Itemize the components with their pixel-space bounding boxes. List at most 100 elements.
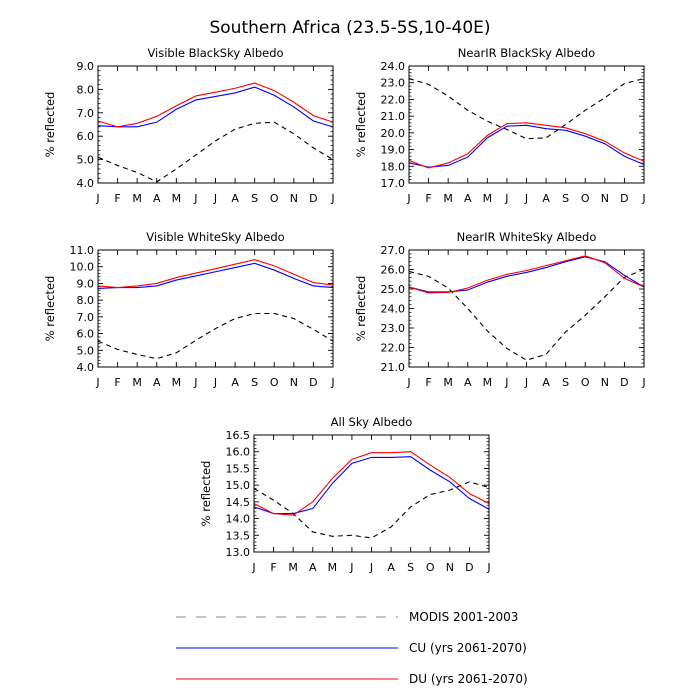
x-tick-label: S <box>251 192 258 205</box>
x-tick-label: M <box>483 192 493 205</box>
x-tick-label: M <box>288 561 298 574</box>
y-axis-label: % reflected <box>354 92 368 158</box>
series-line-modis <box>253 481 490 539</box>
y-tick-label: 4.0 <box>77 361 95 374</box>
chart-panel-4: NearIR WhiteSky Albedo % reflected 21.0 22.… <box>354 230 646 389</box>
x-tick-label: F <box>114 192 120 205</box>
series-line-modis <box>408 268 645 361</box>
x-tick-label: N <box>290 192 298 205</box>
x-tick-label: N <box>446 561 454 574</box>
x-tick-label: F <box>425 376 431 389</box>
y-tick-label: 9.0 <box>77 60 95 73</box>
x-tick-label: D <box>465 561 473 574</box>
x-tick-label: O <box>581 192 590 205</box>
x-tick-label: M <box>443 376 453 389</box>
x-tick-label: J <box>524 376 528 389</box>
y-axis-label: % reflected <box>199 461 213 527</box>
y-axis-label: % reflected <box>43 276 57 342</box>
chart-panel-2: NearIR BlackSky Albedo % reflected 17.0 18.… <box>354 46 646 205</box>
x-tick-label: J <box>406 192 410 205</box>
x-tick-label: J <box>641 376 645 389</box>
x-tick-label: J <box>213 192 217 205</box>
x-tick-label: J <box>330 376 334 389</box>
x-tick-label: O <box>581 376 590 389</box>
y-tick-label: 6.0 <box>77 328 95 341</box>
x-tick-label: F <box>425 192 431 205</box>
y-tick-label: 8.0 <box>77 83 95 96</box>
x-tick-label: J <box>193 192 197 205</box>
chart-panel-3: Visible WhiteSky Albedo % reflected 4.0 5.0… <box>43 230 335 389</box>
x-tick-label: J <box>369 561 373 574</box>
x-tick-label: M <box>172 376 182 389</box>
y-tick-label: 16.0 <box>226 446 251 459</box>
chart-title: Visible WhiteSky Albedo <box>146 230 284 244</box>
series-line-du <box>408 255 645 294</box>
y-tick-label: 15.5 <box>226 462 251 475</box>
series-line-cu <box>408 256 645 293</box>
series-line-cu <box>97 86 334 128</box>
y-tick-label: 27.0 <box>381 244 406 257</box>
chart-panel-1: Visible BlackSky Albedo % reflected 4.0 5.0… <box>43 46 335 205</box>
x-tick-label: J <box>524 192 528 205</box>
y-axis-label: % reflected <box>354 276 368 342</box>
legend-item: DU (yrs 2061-2070) <box>176 672 528 686</box>
x-tick-label: N <box>601 192 609 205</box>
y-tick-label: 15.0 <box>226 479 251 492</box>
x-tick-label: D <box>309 192 317 205</box>
y-tick-label: 16.5 <box>226 429 251 442</box>
y-tick-label: 24.0 <box>381 60 406 73</box>
y-tick-label: 23.0 <box>381 322 406 335</box>
series-line-modis <box>408 78 645 140</box>
y-tick-label: 5.0 <box>77 344 95 357</box>
chart-title: NearIR BlackSky Albedo <box>458 46 595 60</box>
y-tick-label: 22.0 <box>381 93 406 106</box>
plot-frame <box>408 249 645 368</box>
plot-frame <box>408 65 645 184</box>
x-tick-label: A <box>153 376 161 389</box>
x-tick-label: S <box>407 561 414 574</box>
x-tick-label: M <box>172 192 182 205</box>
x-tick-label: J <box>213 376 217 389</box>
y-tick-label: 13.0 <box>226 546 251 559</box>
y-tick-label: 7.0 <box>77 311 95 324</box>
x-tick-label: D <box>620 376 628 389</box>
y-tick-label: 26.0 <box>381 264 406 277</box>
y-tick-label: 19.0 <box>381 144 406 157</box>
series-line-cu <box>408 124 645 168</box>
series-line-du <box>408 122 645 169</box>
x-tick-label: J <box>95 376 99 389</box>
y-tick-label: 14.5 <box>226 496 251 509</box>
x-tick-label: J <box>95 192 99 205</box>
y-tick-label: 21.0 <box>381 110 406 123</box>
x-tick-label: J <box>193 376 197 389</box>
y-tick-label: 18.0 <box>381 160 406 173</box>
y-tick-label: 24.0 <box>381 303 406 316</box>
x-tick-label: O <box>270 192 279 205</box>
y-tick-label: 5.0 <box>77 154 95 167</box>
x-tick-label: A <box>153 192 161 205</box>
plot-frame <box>253 434 490 553</box>
x-tick-label: F <box>270 561 276 574</box>
legend-label: MODIS 2001-2003 <box>409 610 518 624</box>
y-axis-label: % reflected <box>43 92 57 158</box>
x-tick-label: J <box>641 192 645 205</box>
legend-label: DU (yrs 2061-2070) <box>409 672 528 686</box>
x-tick-label: A <box>387 561 395 574</box>
series-line-du <box>97 82 334 128</box>
chart-title: NearIR WhiteSky Albedo <box>457 230 597 244</box>
y-tick-label: 7.0 <box>77 107 95 120</box>
x-tick-label: M <box>483 376 493 389</box>
x-tick-label: D <box>309 376 317 389</box>
chart-title: Visible BlackSky Albedo <box>147 46 283 60</box>
x-tick-label: O <box>270 376 279 389</box>
y-tick-label: 21.0 <box>381 361 406 374</box>
x-tick-label: A <box>231 376 239 389</box>
series-line-modis <box>97 121 334 183</box>
x-tick-label: J <box>349 561 353 574</box>
x-tick-label: N <box>290 376 298 389</box>
x-tick-label: F <box>114 376 120 389</box>
y-tick-label: 25.0 <box>381 283 406 296</box>
series-line-cu <box>253 456 490 515</box>
x-tick-label: J <box>486 561 490 574</box>
